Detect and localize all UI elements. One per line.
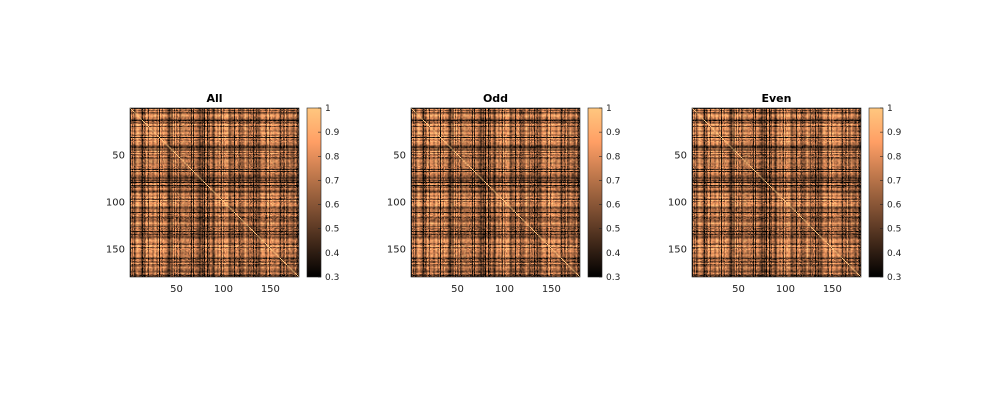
colorbar-tick-label: 0.4 (606, 249, 621, 259)
x-tick-label: 50 (170, 284, 183, 295)
colorbar-tick-label: 0.6 (887, 201, 902, 211)
colorbar-tick-label: 0.8 (887, 152, 902, 162)
y-tick-label: 50 (674, 150, 687, 161)
heatmap-image (692, 108, 861, 277)
colorbar-tick-label: 0.7 (606, 176, 620, 186)
y-tick-label: 100 (668, 197, 687, 208)
x-tick-label: 100 (214, 284, 233, 295)
axes-frame (410, 107, 581, 278)
axes-frame (691, 107, 862, 278)
y-tick-label: 150 (387, 244, 406, 255)
y-tick-label: 150 (106, 244, 125, 255)
colorbar-tick-label: 0.3 (887, 273, 901, 283)
colorbar-tick-label: 0.3 (325, 273, 339, 283)
colorbar (306, 107, 322, 278)
x-tick-label: 100 (776, 284, 795, 295)
colorbar-tick-label: 1 (325, 104, 331, 114)
colorbar-tick-label: 0.8 (606, 152, 621, 162)
colorbar-tick-label: 0.6 (606, 201, 621, 211)
heatmap-image (130, 108, 299, 277)
chart-title: Even (762, 92, 792, 105)
colorbar-tick-label: 0.5 (606, 225, 620, 235)
heatmap-panel-odd: Odd 50 100 150 50 100 150 0.3 0.4 0.5 0.6 0.7 0.8 0.9… (387, 92, 621, 295)
axes-frame (129, 107, 300, 278)
x-tick-label: 50 (732, 284, 745, 295)
colorbar-tick-label: 0.9 (606, 128, 621, 138)
y-tick-label: 50 (112, 150, 125, 161)
colorbar-tick-label: 0.9 (325, 128, 340, 138)
heatmap-panel-even: Even 50 100 150 50 100 150 0.3 0.4 0.5 0.6 0.7 0.8 0.… (668, 92, 902, 295)
colorbar-tick-label: 0.4 (325, 249, 340, 259)
colorbar-tick-label: 0.4 (887, 249, 902, 259)
x-tick-label: 150 (261, 284, 280, 295)
x-tick-label: 150 (542, 284, 561, 295)
x-tick-label: 50 (451, 284, 464, 295)
heatmap-image (411, 108, 580, 277)
colorbar-tick-label: 0.5 (887, 225, 901, 235)
colorbar-tick-label: 0.8 (325, 152, 340, 162)
colorbar (587, 107, 603, 278)
colorbar-tick-label: 1 (606, 104, 612, 114)
colorbar-tick-label: 0.3 (606, 273, 620, 283)
x-tick-label: 100 (495, 284, 514, 295)
colorbar-tick-label: 0.6 (325, 201, 340, 211)
heatmap-panel-all: All 50 100 150 50 100 150 0.3 0.4 0.5 0.6 0.7 0.8 0.9… (106, 92, 340, 295)
colorbar-tick-label: 0.7 (325, 176, 339, 186)
y-tick-label: 150 (668, 244, 687, 255)
colorbar-tick-label: 0.9 (887, 128, 902, 138)
colorbar-tick-label: 1 (887, 104, 893, 114)
y-tick-label: 100 (387, 197, 406, 208)
y-tick-label: 50 (393, 150, 406, 161)
colorbar-tick-label: 0.5 (325, 225, 339, 235)
x-tick-label: 150 (823, 284, 842, 295)
chart-title: Odd (483, 92, 508, 105)
chart-title: All (206, 92, 222, 105)
colorbar (868, 107, 884, 278)
y-tick-label: 100 (106, 197, 125, 208)
colorbar-tick-label: 0.7 (887, 176, 901, 186)
